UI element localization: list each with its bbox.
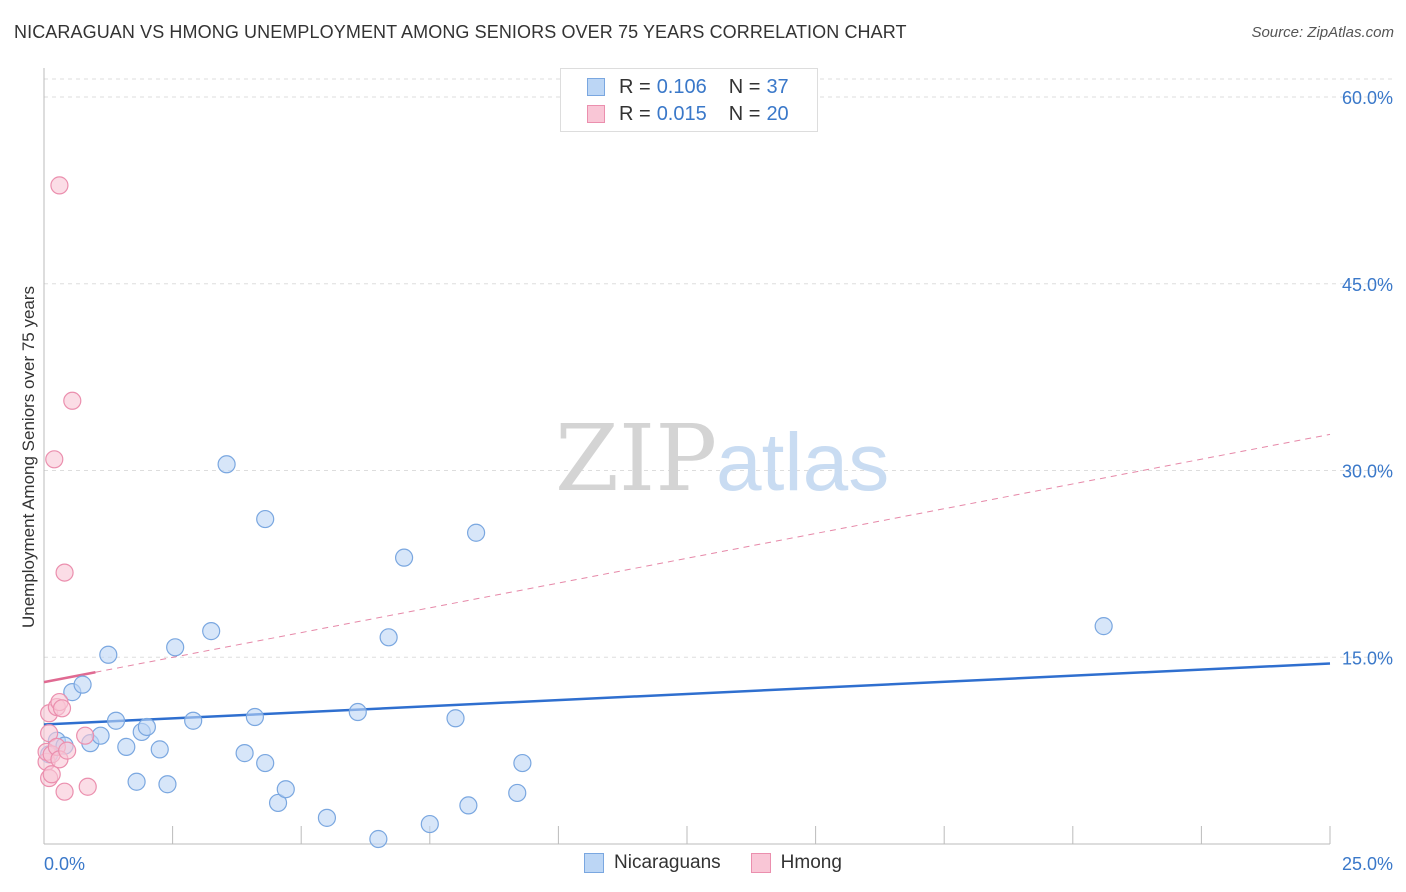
nicaraguans-point[interactable]	[106, 711, 126, 730]
nicaraguans-point[interactable]	[235, 744, 254, 763]
legend-n-value: 37	[766, 75, 789, 98]
nicaraguans-point[interactable]	[127, 772, 146, 791]
x-tick-label: 25.0%	[1342, 854, 1393, 874]
y-axis-label: Unemployment Among Seniors over 75 years	[19, 286, 38, 628]
legend-label-nicaraguans: Nicaraguans	[614, 852, 721, 873]
axis-layer	[43, 68, 1331, 845]
y-tick-label: 30.0%	[1342, 462, 1393, 482]
nicaraguans-point[interactable]	[73, 675, 92, 694]
legend-label-hmong: Hmong	[780, 852, 842, 873]
legend-swatch-pink	[750, 853, 771, 873]
hmong-point[interactable]	[55, 782, 74, 801]
nicaraguans-point[interactable]	[317, 808, 337, 827]
chart-title: NICARAGUAN VS HMONG UNEMPLOYMENT AMONG S…	[14, 22, 907, 42]
hmong-point[interactable]	[76, 726, 95, 745]
nicaraguans-point[interactable]	[394, 548, 414, 567]
legend-r-label: R =	[619, 102, 651, 125]
nicaraguans-point[interactable]	[379, 628, 398, 647]
legend-row-nicaraguans: R = 0.106 N = 37	[587, 75, 789, 99]
grid-layer	[44, 78, 1394, 658]
legend-n-label: N =	[728, 75, 761, 98]
points-layer	[37, 176, 1113, 849]
watermark: ZIP atlas	[555, 405, 889, 512]
legend-n-value: 20	[766, 102, 789, 125]
legend-row-hmong: R = 0.015 N = 20	[587, 102, 789, 126]
legend-n-label: N =	[728, 102, 761, 125]
nicaraguans-point[interactable]	[513, 753, 532, 773]
nicaraguans-point[interactable]	[348, 702, 367, 722]
hmong-trend-line-solid	[43, 671, 96, 684]
nicaraguans-trend-line	[43, 662, 1331, 726]
legend-r-label: R =	[619, 75, 651, 98]
series-legend: Nicaraguans Hmong	[584, 852, 872, 874]
legend-item-hmong[interactable]: Hmong	[750, 852, 842, 874]
y-tick-label: 15.0%	[1342, 648, 1393, 668]
y-tick-label: 45.0%	[1342, 275, 1393, 295]
nicaraguans-point[interactable]	[117, 737, 136, 756]
nicaraguans-point[interactable]	[91, 726, 110, 745]
nicaraguans-point[interactable]	[245, 707, 265, 727]
nicaraguans-point[interactable]	[268, 793, 288, 813]
nicaraguans-point[interactable]	[137, 717, 156, 737]
x-tick-label: 0.0%	[44, 854, 85, 874]
legend-swatch-blue	[587, 78, 605, 96]
nicaraguans-point[interactable]	[217, 455, 236, 474]
legend-r-value: 0.015	[656, 102, 707, 125]
source-label: Source: ZipAtlas.com	[1251, 24, 1394, 41]
legend-swatch-pink	[587, 105, 605, 123]
legend-item-nicaraguans[interactable]: Nicaraguans	[584, 852, 721, 874]
hmong-point[interactable]	[58, 741, 77, 760]
hmong-point[interactable]	[52, 699, 72, 718]
nicaraguans-point[interactable]	[1094, 617, 1113, 636]
nicaraguans-point[interactable]	[369, 829, 388, 849]
nicaraguans-point[interactable]	[256, 509, 275, 529]
hmong-point[interactable]	[50, 176, 69, 195]
nicaraguans-point[interactable]	[166, 638, 185, 657]
hmong-point[interactable]	[42, 765, 61, 784]
label-layer: 15.0% 30.0% 45.0% 60.0% 0.0% 25.0%	[44, 88, 1393, 874]
correlation-legend: R = 0.106 N = 37 R = 0.015 N = 20	[560, 68, 818, 132]
hmong-point[interactable]	[78, 777, 97, 796]
hmong-trend-line-dashed	[95, 433, 1331, 673]
legend-swatch-blue	[584, 853, 604, 873]
nicaraguans-point[interactable]	[256, 753, 275, 773]
nicaraguans-point[interactable]	[150, 740, 169, 759]
legend-r-value: 0.106	[656, 75, 707, 98]
nicaraguans-point[interactable]	[158, 775, 177, 794]
nicaraguans-point[interactable]	[446, 709, 465, 728]
hmong-point[interactable]	[55, 563, 74, 582]
nicaraguans-point[interactable]	[276, 780, 295, 799]
nicaraguans-point[interactable]	[420, 814, 439, 834]
hmong-point[interactable]	[45, 450, 64, 469]
y-tick-label: 60.0%	[1342, 88, 1393, 108]
nicaraguans-point[interactable]	[184, 711, 203, 730]
nicaraguans-point[interactable]	[508, 783, 527, 803]
nicaraguans-point[interactable]	[459, 796, 478, 815]
watermark-zip: ZIP	[555, 405, 717, 512]
hmong-point[interactable]	[63, 391, 82, 410]
nicaraguans-point[interactable]	[466, 523, 486, 542]
nicaraguans-point[interactable]	[202, 622, 221, 641]
nicaraguans-point[interactable]	[99, 645, 118, 664]
hmong-point[interactable]	[40, 724, 59, 743]
watermark-atlas: atlas	[716, 417, 889, 508]
